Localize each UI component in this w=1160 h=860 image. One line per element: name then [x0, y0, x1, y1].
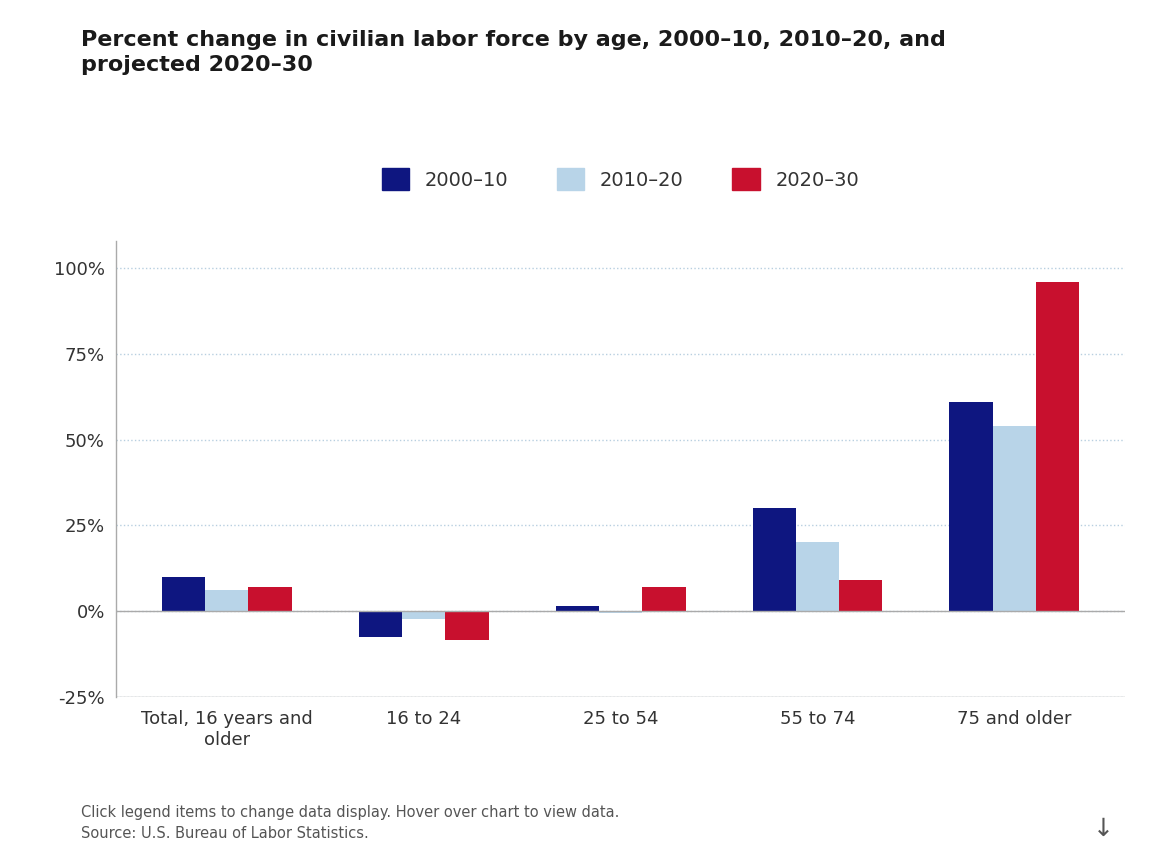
- Bar: [796, 543, 839, 611]
- Legend: 2000–10, 2010–20, 2020–30: 2000–10, 2010–20, 2020–30: [383, 169, 858, 190]
- Bar: [162, 577, 205, 611]
- Bar: [643, 587, 686, 611]
- Bar: [445, 611, 488, 640]
- Bar: [993, 426, 1036, 611]
- Bar: [839, 580, 883, 611]
- Text: ↓: ↓: [1093, 817, 1114, 841]
- Bar: [949, 402, 993, 611]
- Bar: [599, 611, 643, 613]
- Bar: [403, 611, 445, 619]
- Bar: [358, 611, 403, 636]
- Text: Percent change in civilian labor force by age, 2000–10, 2010–20, and
projected 2: Percent change in civilian labor force b…: [81, 30, 947, 75]
- Bar: [556, 605, 599, 611]
- Bar: [1036, 282, 1079, 611]
- Bar: [205, 590, 248, 611]
- Bar: [248, 587, 292, 611]
- Bar: [753, 508, 796, 611]
- Text: Click legend items to change data display. Hover over chart to view data.
Source: Click legend items to change data displa…: [81, 805, 619, 841]
